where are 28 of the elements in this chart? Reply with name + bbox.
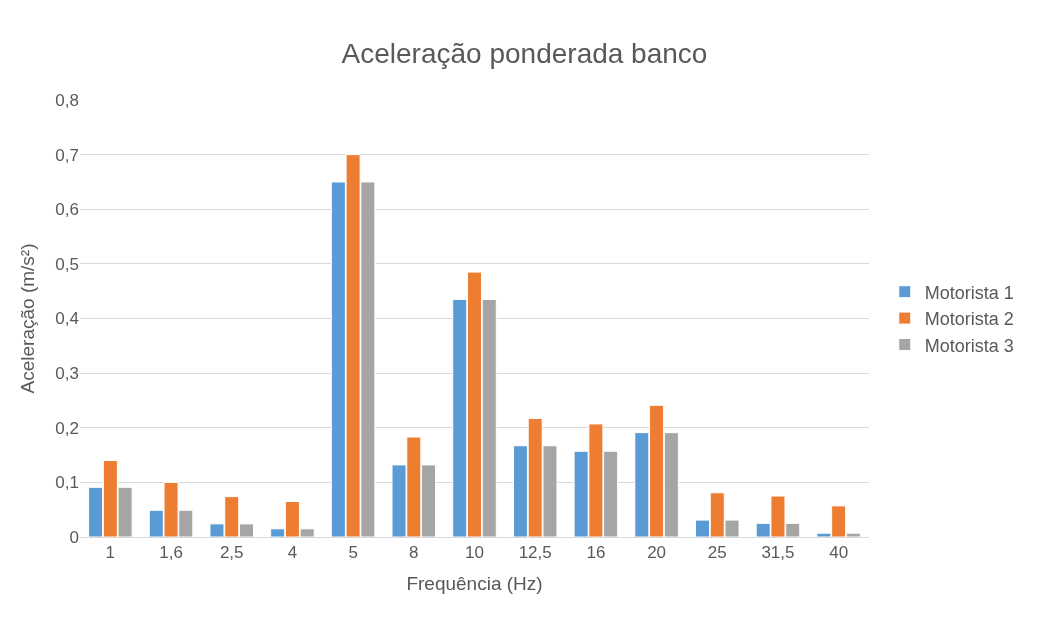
y-tick-label: 0,5: [55, 254, 79, 274]
x-tick-label: 5: [348, 543, 358, 563]
x-tick-label: 40: [829, 543, 849, 563]
legend-label: Motorista 1: [924, 282, 1014, 303]
chart-title: Aceleração ponderada banco: [341, 37, 708, 69]
y-tick-label: 0,7: [55, 145, 79, 165]
x-tick-label: 25: [707, 543, 727, 563]
y-tick-label: 0,8: [55, 90, 79, 110]
y-tick-label: 0,1: [55, 473, 79, 493]
x-tick-label: 20: [647, 543, 667, 563]
y-tick-label: 0: [69, 527, 79, 547]
x-tick-label: 16: [586, 543, 606, 563]
x-tick-label: 10: [465, 543, 484, 563]
x-tick-label: 2,5: [219, 543, 244, 563]
y-tick-label: 0,2: [55, 418, 79, 438]
y-tick-label: 0,3: [55, 364, 79, 384]
x-tick-label: 4: [287, 543, 298, 563]
y-axis-title: Aceleração (m/s²): [17, 243, 39, 394]
legend-label: Motorista 2: [924, 309, 1014, 330]
y-tick-label: 0,4: [55, 309, 79, 329]
x-tick-label: 1: [105, 543, 116, 563]
legend-label: Motorista 3: [924, 335, 1014, 356]
x-axis-title: Frequência (Hz): [406, 573, 543, 595]
x-tick-label: 31,5: [761, 543, 795, 563]
y-tick-label: 0,6: [55, 200, 79, 220]
x-tick-label: 12,5: [518, 543, 552, 563]
x-tick-label: 8: [409, 543, 419, 563]
x-tick-label: 1,6: [159, 543, 183, 563]
